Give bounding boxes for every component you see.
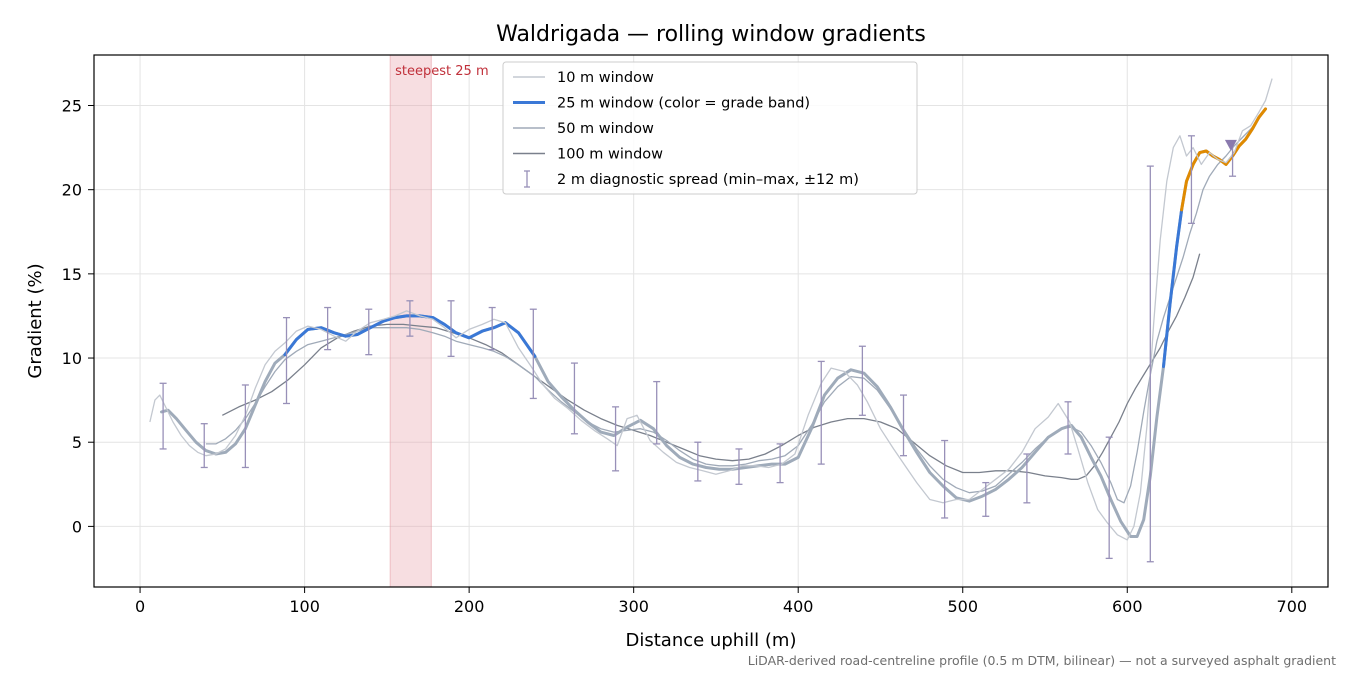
x-tick-label: 300 <box>618 597 649 616</box>
chart-title: Waldrigada — rolling window gradients <box>496 22 926 47</box>
legend-label: 100 m window <box>557 147 663 163</box>
legend-label: 10 m window <box>557 70 654 86</box>
y-tick-label: 0 <box>72 517 82 536</box>
footnote: LiDAR-derived road-centreline profile (0… <box>748 653 1336 668</box>
x-tick-label: 700 <box>1277 597 1308 616</box>
grade-band-segment <box>1162 208 1184 368</box>
plot-frame <box>93 54 1329 588</box>
x-tick-label: 600 <box>1112 597 1143 616</box>
x-tick-label: 0 <box>135 597 145 616</box>
series-line-10m-window <box>149 78 1273 541</box>
x-tick-label: 200 <box>454 597 485 616</box>
x-tick-label: 400 <box>783 597 814 616</box>
legend-label: 25 m window (color = grade band) <box>557 96 810 112</box>
y-tick-label: 25 <box>62 97 82 116</box>
series-line-50m-window <box>205 108 1267 504</box>
axes: 0 100 200 300 400 500 600 700 0 5 10 15 20 25 <box>62 97 1307 616</box>
highlight-label: steepest 25 m <box>395 64 488 79</box>
diagnostic-marker <box>1224 139 1237 151</box>
legend: 10 m window 25 m window (color = grade ba… <box>502 61 918 195</box>
y-axis-label: Gradient (%) <box>25 263 46 378</box>
highlight-region <box>389 55 432 587</box>
y-tick-label: 15 <box>62 265 82 284</box>
legend-label: 50 m window <box>557 121 654 137</box>
legend-label: 2 m diagnostic spread (min–max, ±12 m) <box>557 172 859 188</box>
error-bars <box>159 135 1237 563</box>
y-tick-label: 20 <box>62 181 82 200</box>
y-tick-label: 5 <box>72 433 82 452</box>
x-tick-label: 500 <box>947 597 978 616</box>
x-tick-label: 100 <box>289 597 320 616</box>
series-line-100m-window <box>222 253 1201 480</box>
highlight-band <box>389 55 432 587</box>
grade-band-segment <box>283 314 537 358</box>
series-layer <box>149 78 1273 541</box>
legend-box <box>502 61 918 195</box>
x-axis-label: Distance uphill (m) <box>626 630 797 651</box>
y-tick-label: 10 <box>62 349 82 368</box>
